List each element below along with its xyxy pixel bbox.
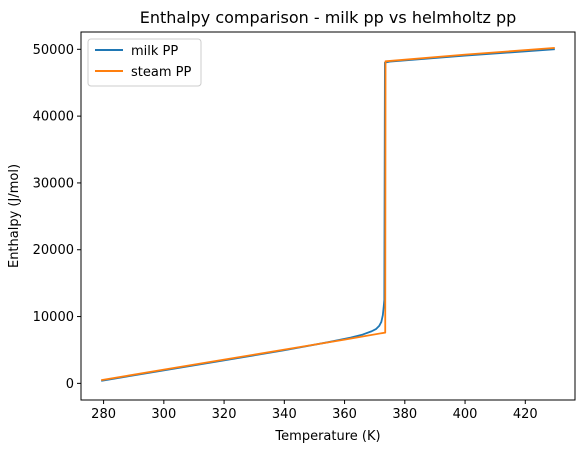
x-axis-label: Temperature (K)	[274, 429, 380, 444]
x-tick-label: 400	[453, 407, 478, 422]
y-tick-label: 20000	[33, 243, 74, 258]
y-tick-label: 40000	[33, 110, 74, 125]
legend-label-steam-pp: steam PP	[131, 65, 191, 80]
y-tick-label: 30000	[33, 176, 74, 191]
y-tick-label: 50000	[33, 43, 74, 58]
legend: milk PP steam PP	[87, 38, 202, 87]
x-tick-label: 380	[392, 407, 417, 422]
legend-label-milk-pp: milk PP	[131, 44, 178, 59]
x-tick-label: 300	[151, 407, 176, 422]
x-tick-label: 280	[91, 407, 116, 422]
series-line-steam-pp	[101, 47, 555, 382]
x-tick-label: 360	[332, 407, 357, 422]
chart-title: Enthalpy comparison - milk pp vs helmhol…	[140, 8, 517, 27]
x-tick-label: 420	[513, 407, 538, 422]
y-axis-label: Enthalpy (J/mol)	[7, 164, 22, 268]
series-layer	[101, 47, 555, 382]
plot-frame	[80, 31, 576, 401]
x-tick-label: 320	[212, 407, 237, 422]
y-tick-label: 0	[66, 377, 74, 392]
y-tick-label: 10000	[33, 310, 74, 325]
ticks-layer: 280 300 320 340 360 380 400 420 0 10000 20000 30000…	[33, 43, 538, 422]
x-tick-label: 340	[272, 407, 297, 422]
